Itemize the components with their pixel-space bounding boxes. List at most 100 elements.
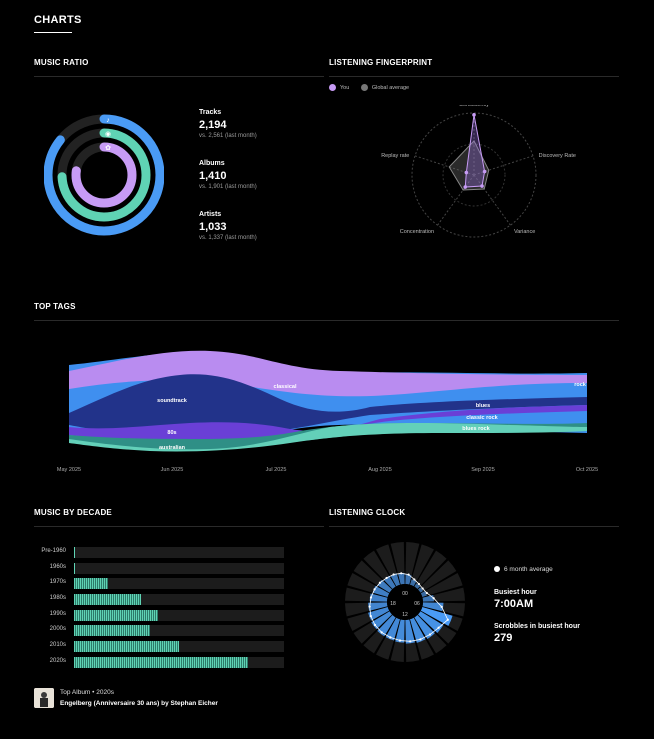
- clock-hour-bar: [372, 585, 390, 597]
- clock-hour-bar: [368, 607, 390, 621]
- clock-hour-bar: [385, 617, 400, 641]
- clock-hour-bg: [417, 560, 457, 593]
- fingerprint-legend: You Global average: [329, 84, 409, 91]
- decade-bar: [74, 578, 108, 590]
- stream-layers: [69, 350, 587, 452]
- clock-hour-bar: [410, 617, 426, 643]
- ring-albums: [57, 128, 151, 222]
- clock-average-point: [428, 633, 432, 636]
- clock-hour-bar: [414, 614, 435, 639]
- decade-bar-list: Pre-1960 1960s 1970s 1980s 1990s 2000s 2010s 20…: [34, 545, 294, 671]
- clock-hour-bar: [369, 593, 388, 602]
- stream-layer-classical: [69, 350, 587, 397]
- legend-dot-global: [360, 84, 368, 91]
- clock-average-point: [398, 639, 402, 642]
- stat-value: 2,194: [199, 119, 227, 131]
- divider: [329, 76, 619, 77]
- stream-tag-label: classical: [274, 384, 297, 390]
- clock-hour-bar: [398, 572, 405, 585]
- decade-bar: [74, 594, 142, 606]
- decade-bar: [74, 641, 179, 653]
- stream-tag-label: soundtrack: [157, 398, 188, 404]
- clock-average-point: [425, 591, 428, 595]
- clock-average-point: [417, 582, 420, 586]
- stat-value: 1,033: [199, 221, 227, 233]
- legend-dot-average: [494, 566, 500, 573]
- clock-hour-bar: [417, 587, 424, 593]
- decade-label: 1980s: [49, 595, 66, 602]
- clock-average-point: [437, 626, 440, 629]
- decade-label: Pre-1960: [41, 548, 66, 554]
- clock-hour-bar: [371, 611, 393, 630]
- radar-point: [480, 184, 484, 188]
- ring-artists: [71, 142, 137, 208]
- decade-label: 2000s: [49, 626, 66, 633]
- clock-hour-bar: [377, 579, 393, 593]
- stream-x-tick-label: Sep 2025: [471, 467, 495, 473]
- stream-tag-label: blues rock: [462, 426, 490, 432]
- clock-hour-bar: [420, 591, 427, 597]
- decade-row: 1970s: [34, 576, 294, 592]
- stream-x-tick-label: Jun 2025: [161, 467, 184, 473]
- radar-point: [482, 169, 487, 174]
- decade-row: 1990s: [34, 608, 294, 624]
- decade-row: 1980s: [34, 592, 294, 608]
- page-title: CHARTS: [34, 14, 82, 26]
- radar-point: [464, 170, 469, 175]
- clock-hour-bg: [410, 544, 434, 587]
- clock-average-point: [373, 623, 377, 627]
- stat-label: Artists: [199, 211, 222, 218]
- clock-hour-bar: [417, 611, 444, 634]
- busiest-hour-label: Busiest hour: [494, 589, 537, 596]
- decade-bar: [74, 625, 150, 637]
- clock-average-point: [389, 636, 392, 639]
- decade-row: 2010s: [34, 639, 294, 655]
- star-icon: ✿: [105, 145, 111, 152]
- decade-bar: [74, 656, 249, 668]
- radar-series-you: [464, 114, 486, 188]
- clock-average-point: [440, 605, 443, 608]
- clock-average-point: [432, 597, 435, 600]
- stat-artists: Artists 1,033 vs. 1,337 (last month): [199, 211, 319, 241]
- stream-x-tick-label: May 2025: [57, 467, 81, 473]
- clock-hour-bar: [368, 602, 388, 611]
- clock-average-point: [400, 572, 403, 575]
- clock-average-point: [413, 578, 416, 581]
- stat-tracks: Tracks 2,194 vs. 2,561 (last month): [199, 109, 319, 160]
- decade-label: 2010s: [49, 642, 66, 649]
- clock-average-point: [409, 640, 412, 643]
- decade-label: 1990s: [49, 610, 66, 617]
- stat-label: Albums: [199, 160, 225, 167]
- clock-hour-bar: [383, 575, 396, 590]
- decade-bar: [74, 547, 76, 558]
- clock-average-point: [421, 587, 424, 590]
- decade-row: Pre-1960: [34, 545, 294, 561]
- decade-bar-track: [74, 562, 284, 574]
- music-ratio-rings: ♪ ◉ ✿: [44, 114, 164, 236]
- stat-label: Tracks: [199, 109, 222, 116]
- clock-legend: 6 month average: [494, 566, 553, 573]
- title-underline: [34, 32, 72, 33]
- stream-x-tick-label: Oct 2025: [576, 467, 598, 473]
- top-tags-stream-chart: classical rock soundtrack blues classic rock…: [57, 350, 598, 473]
- section-title-decade: MUSIC BY DECADE: [34, 508, 112, 517]
- clock-average-point: [446, 618, 449, 621]
- clock-hour-label: 18: [390, 601, 396, 607]
- clock-average-point: [407, 573, 410, 576]
- top-album-title: Engelberg (Anniversaire 30 ans) by Steph…: [60, 700, 218, 707]
- clock-hour-bar: [420, 607, 453, 626]
- ring-tracks: [44, 114, 164, 236]
- radar-point: [463, 185, 468, 189]
- clock-center: [387, 584, 423, 620]
- stream-layer-soundtrack: [69, 374, 587, 438]
- clock-average-point: [419, 638, 422, 641]
- radar-outer-ring: [411, 112, 537, 238]
- clock-hour-label: 00: [402, 591, 408, 597]
- clock-hour-bar: [390, 573, 400, 587]
- clock-average-point: [373, 588, 376, 591]
- decade-bar-track: [74, 656, 284, 668]
- clock-average-point: [369, 615, 372, 618]
- stream-tag-label: classic rock: [466, 415, 498, 421]
- stat-comparison: vs. 2,561 (last month): [199, 133, 257, 139]
- stream-layer-blues-rock: [69, 423, 587, 452]
